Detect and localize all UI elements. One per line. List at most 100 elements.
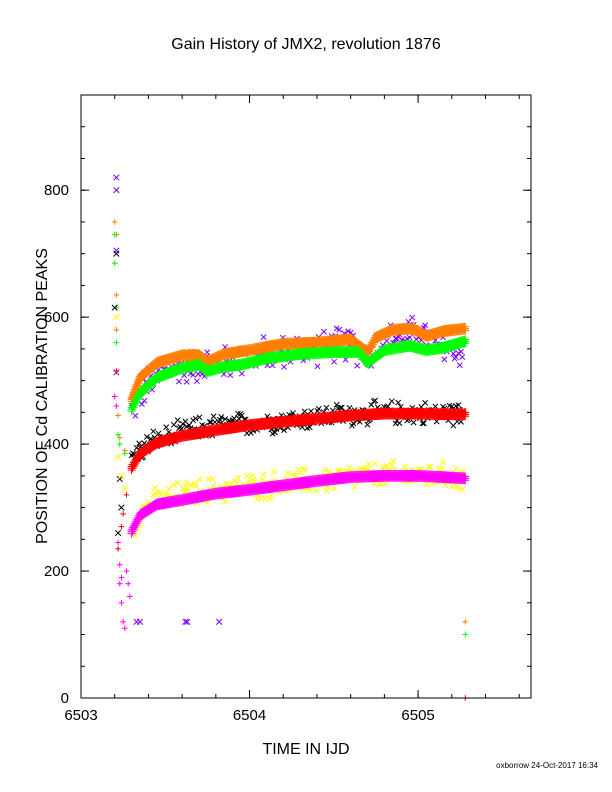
series-5-point: [113, 314, 120, 321]
series-5-scatter-point: [351, 483, 358, 490]
series-0-scatter-point: [141, 397, 148, 404]
series-5-scatter-point: [243, 473, 250, 480]
series-3-scatter-point: [190, 417, 197, 424]
series-5-scatter-point: [401, 463, 408, 470]
y-tick-label: 200: [44, 563, 69, 580]
series-0-scatter-point: [176, 378, 182, 385]
series-3-point: [114, 529, 122, 537]
series-6-point: [116, 561, 123, 568]
series-0-scatter-point: [190, 371, 197, 378]
x-tick-label: 6505: [401, 707, 434, 724]
series-5-scatter-point: [210, 482, 217, 489]
series-5-scatter-point: [313, 487, 320, 494]
series-5-scatter-point: [235, 475, 241, 482]
series-5-scatter-point: [196, 476, 203, 483]
y-tick-label: 0: [61, 690, 69, 707]
series-0-scatter-point: [331, 358, 338, 365]
x-tick-label: 6503: [64, 707, 97, 724]
series-0-scatter-point: [238, 370, 245, 377]
plot-marks: [111, 174, 470, 701]
series-0-scatter-point: [422, 322, 429, 329]
series-5-scatter-point: [209, 475, 216, 482]
series-6-point: [118, 574, 125, 581]
series-0-point: [216, 618, 223, 625]
series-5-scatter-point: [261, 495, 268, 502]
series-3-scatter-point: [192, 415, 199, 422]
series-4-point: [115, 546, 121, 552]
series-2-point: [113, 339, 120, 346]
series-0-scatter-point: [459, 354, 466, 361]
series-0-scatter-point: [204, 349, 211, 356]
series-5-point: [121, 485, 128, 492]
series-0-scatter-point: [260, 334, 267, 340]
series-2-point: [111, 260, 118, 267]
series-3-scatter-point: [364, 421, 371, 428]
series-5-scatter-point: [455, 485, 462, 492]
series-6-point: [111, 393, 118, 400]
series-1-point: [462, 619, 469, 625]
series-0-point: [113, 247, 120, 254]
series-0-point: [182, 618, 189, 625]
plot-frame: [80, 94, 532, 699]
series-0-scatter-point: [456, 362, 463, 369]
series-3-point: [113, 250, 120, 257]
series-6-point: [125, 580, 131, 587]
series-6-point: [122, 625, 128, 631]
series-6-point: [115, 539, 121, 546]
series-3-scatter-point: [150, 428, 157, 435]
y-tick-label: 800: [44, 182, 69, 199]
series-0-point: [113, 187, 120, 194]
series-0-scatter-point: [320, 328, 327, 335]
series-3-scatter-point: [388, 398, 395, 405]
series-0-point: [184, 618, 191, 625]
series-6-point: [120, 619, 126, 625]
series-0-scatter-point: [452, 354, 459, 361]
series-3-scatter-point: [350, 420, 357, 427]
series-0-point: [136, 618, 144, 625]
y-axis-label: POSITION OF Cd CALIBRATION PEAKS: [34, 248, 51, 544]
series-1-point: [115, 412, 121, 419]
series-0-scatter-point: [354, 362, 361, 369]
series-4-point: [113, 368, 120, 374]
series-5-scatter-point: [346, 464, 353, 471]
series-3-point: [118, 504, 125, 511]
series-5-scatter-point: [165, 485, 172, 492]
series-3-scatter-point: [163, 424, 170, 431]
series-0-scatter-point: [409, 314, 416, 321]
x-tick-label: 6504: [233, 707, 266, 724]
series-0-scatter-point: [406, 334, 413, 341]
series-3-scatter-point: [196, 414, 203, 421]
series-0-scatter-point: [183, 378, 190, 385]
series-5-scatter-point: [285, 469, 291, 476]
series-0-scatter-point: [227, 372, 234, 379]
series-5-scatter-point: [365, 461, 372, 468]
series-5-scatter-point: [440, 459, 447, 466]
series-5-scatter-point: [249, 472, 256, 479]
series-4-point: [120, 511, 126, 517]
series-3-scatter-point: [315, 405, 322, 412]
series-4-point: [118, 523, 125, 530]
series-0-scatter-point: [138, 401, 145, 408]
series-3-scatter-point: [174, 417, 181, 424]
series-3-scatter-point: [301, 408, 308, 415]
series-5-scatter-point: [372, 460, 379, 467]
series-5-scatter-point: [260, 471, 267, 478]
series-5-scatter-point: [449, 484, 456, 490]
series-0-scatter-point: [314, 363, 321, 370]
chart-title: Gain History of JMX2, revolution 1876: [171, 36, 441, 53]
series-0-scatter-point: [281, 364, 288, 370]
series-3-scatter-point: [410, 419, 417, 426]
series-6-point: [113, 403, 120, 409]
series-2-point: [116, 441, 123, 447]
series-5-scatter-point: [331, 485, 338, 492]
series-5-scatter-point: [459, 486, 466, 493]
series-5-scatter-point: [270, 469, 277, 475]
series-1-point: [113, 292, 120, 298]
series-0-scatter-point: [193, 378, 200, 385]
series-6-point: [116, 580, 123, 587]
series-2-point: [462, 631, 469, 638]
series-0-point: [113, 174, 120, 181]
series-0-scatter-point: [336, 326, 343, 333]
series-6-point: [127, 593, 133, 600]
